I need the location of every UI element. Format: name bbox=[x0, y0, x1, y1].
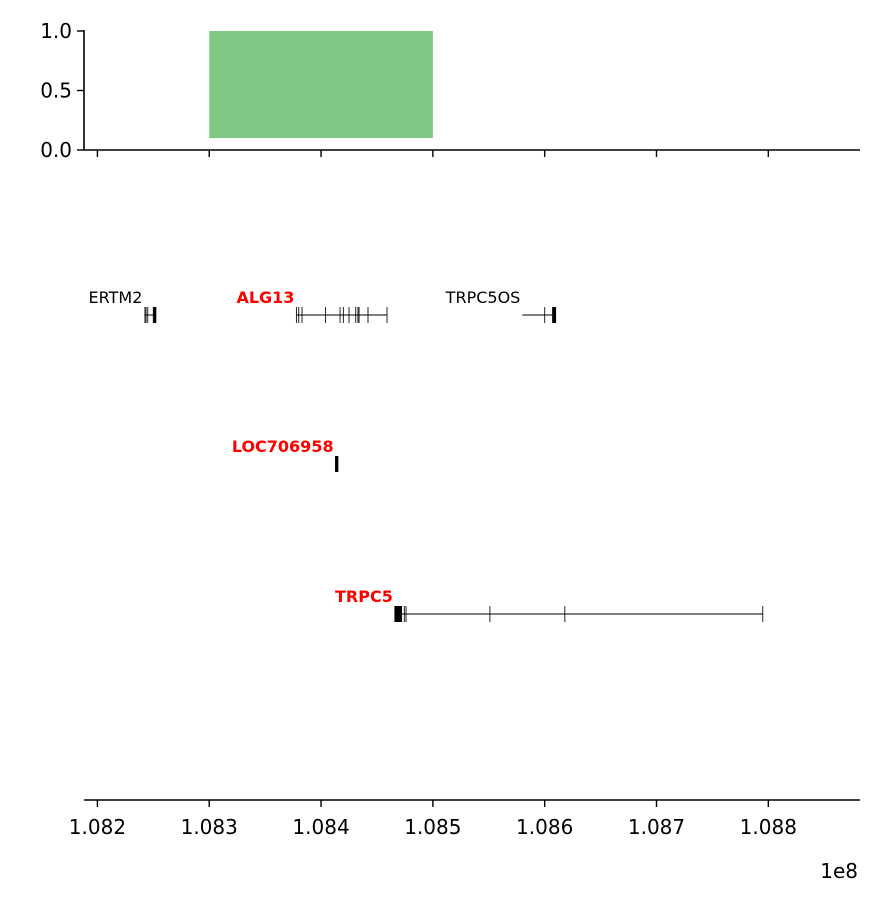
exon-block-trpc5 bbox=[394, 606, 402, 622]
gene-alg13: ALG13 bbox=[236, 288, 388, 323]
bottom-xtick-label-6: 1.088 bbox=[740, 815, 797, 839]
top-ytick-label-2: 1.0 bbox=[40, 19, 72, 43]
gene-label-ertm2: ERTM2 bbox=[89, 288, 143, 307]
gene-track-content: ERTM2 ALG13 TRPC5OS LOC706958 TRPC5 bbox=[89, 288, 764, 622]
gene-label-trpc5: TRPC5 bbox=[335, 587, 393, 606]
gene-trpc5os: TRPC5OS bbox=[445, 288, 557, 323]
bottom-xtick-label-0: 1.082 bbox=[69, 815, 126, 839]
gene-label-alg13: ALG13 bbox=[236, 288, 294, 307]
bottom-xtick-label-4: 1.086 bbox=[516, 815, 573, 839]
gene-track-panel: ERTM2 ALG13 TRPC5OS LOC706958 TRPC5 1.082 1.08… bbox=[69, 288, 860, 883]
bottom-xtick-label-1: 1.083 bbox=[181, 815, 238, 839]
exon-block-loc706958 bbox=[335, 456, 339, 472]
gene-trpc5: TRPC5 bbox=[335, 587, 764, 622]
gene-loc706958: LOC706958 bbox=[232, 437, 339, 472]
exon-block-trpc5os bbox=[553, 307, 557, 323]
bottom-xtick-label-5: 1.087 bbox=[628, 815, 685, 839]
coverage-panel: 0.0 0.5 1.0 bbox=[40, 19, 860, 162]
gene-ertm2: ERTM2 bbox=[89, 288, 157, 323]
top-ytick-label-0: 0.0 bbox=[40, 138, 72, 162]
x-offset-label: 1e8 bbox=[820, 859, 858, 883]
bottom-xtick-label-2: 1.084 bbox=[292, 815, 349, 839]
gene-label-trpc5os: TRPC5OS bbox=[445, 288, 521, 307]
top-ytick-label-1: 0.5 bbox=[40, 79, 72, 103]
gene-label-loc706958: LOC706958 bbox=[232, 437, 334, 456]
coverage-bar-0 bbox=[209, 31, 433, 139]
exon-block-ertm2 bbox=[153, 307, 157, 323]
bottom-xtick-label-3: 1.085 bbox=[404, 815, 461, 839]
